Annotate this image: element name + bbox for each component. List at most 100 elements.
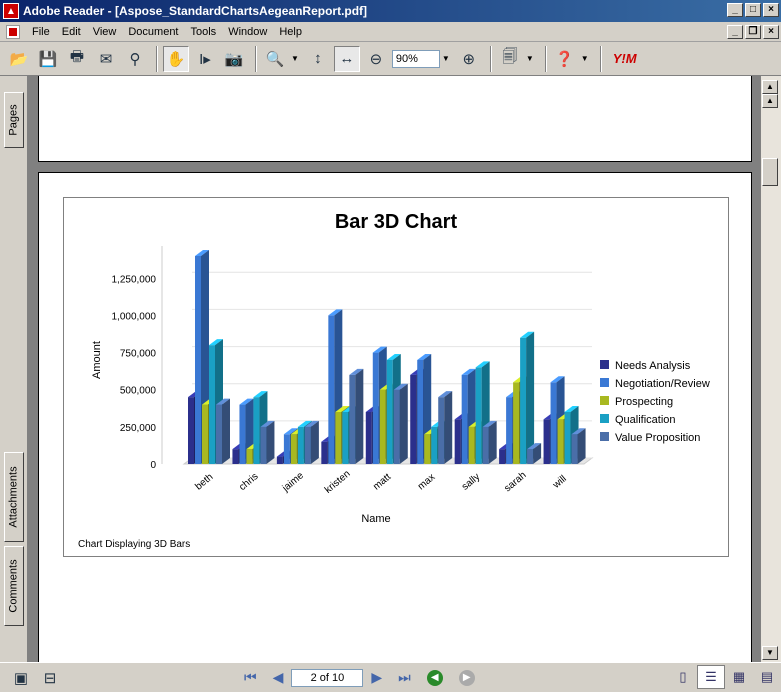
document-view[interactable]: Bar 3D Chart 0 250,000 500,000 750,000 1,000,… [28,76,761,662]
vertical-scrollbar[interactable]: ▲ ▲ ▼ [761,76,781,662]
save-icon[interactable]: 💾 [38,50,58,68]
page-number-input[interactable]: 2 of 10 [291,668,364,687]
next-page-icon[interactable]: ▶ [371,669,383,685]
bar-top [304,420,319,427]
single-page-layout-icon[interactable]: ▯ [679,669,687,684]
tab-comments[interactable]: Comments [4,546,24,626]
bar-top [417,354,432,360]
menu-document[interactable]: Document [128,25,179,38]
bar [499,449,506,464]
bar-side [488,420,497,464]
scroll-thumb[interactable] [762,158,778,186]
close-button[interactable]: × [763,3,779,17]
bar-top [475,361,490,368]
bar [513,382,520,464]
collapse-panel-icon[interactable]: ⊟ [43,669,57,687]
zoom-out-icon[interactable]: ⊖ [369,50,383,68]
open-folder-icon[interactable]: 📂 [9,50,29,68]
bar-top [527,443,542,450]
bar [342,412,349,464]
continuous-layout-icon[interactable]: ☰ [697,665,725,689]
full-screen-icon[interactable]: ▣ [13,669,29,687]
bar [283,434,290,464]
zoom-tool-dropdown-icon[interactable]: ▼ [291,54,299,63]
bar [239,404,246,464]
pdf-page-1 [38,76,752,162]
bar [304,426,311,464]
toolbar: 📂 💾 🖶 ✉ ⚲ ✋ I▸ 📷 🔍 ▼ ↕ ↔ ⊖ 90% ▼ ⊕ 🗐 ▼ ❓… [0,42,781,76]
bar-side [533,443,542,464]
first-page-icon[interactable]: ⏮ [244,669,257,685]
y-tick-label: 1,000,000 [112,311,157,322]
zoom-in-tool-icon[interactable]: 🔍 [265,50,285,68]
bar-top [393,383,408,390]
bar-top [349,368,364,375]
page-layout-dropdown-icon[interactable]: ▼ [525,54,534,63]
scroll-down-icon[interactable]: ▼ [762,646,778,660]
print-icon[interactable]: 🖶 [69,48,85,65]
fit-width-icon[interactable]: ↔ [333,45,360,72]
help-icon[interactable]: ❓ [555,50,575,68]
last-page-icon[interactable]: ⏭ [398,669,411,685]
x-axis-label: Name [361,513,390,525]
bar [379,389,386,464]
bar [557,419,564,464]
zoom-input[interactable]: 90% [391,49,440,68]
menu-edit[interactable]: Edit [61,25,81,38]
minimize-button[interactable]: _ [727,3,743,17]
hand-tool-icon[interactable]: ✋ [163,45,189,72]
yahoo-toolbar-icon[interactable]: Y!M [612,51,637,66]
tab-attachments[interactable]: Attachments [4,452,24,542]
title-bar: ▲ Adobe Reader - [Aspose_StandardChartsA… [0,0,781,22]
x-tick-label: kristen [323,468,353,495]
doc-minimize-button[interactable]: _ [727,25,743,39]
maximize-button[interactable]: □ [745,3,761,17]
bar-side [526,331,535,464]
bar-side [577,428,586,464]
zoom-in-icon[interactable]: ⊕ [462,50,476,68]
tab-pages[interactable]: Pages [4,92,24,148]
previous-view-icon[interactable]: ◀ [426,669,443,686]
bar [454,419,461,464]
menu-window[interactable]: Window [228,25,268,38]
bar [260,426,267,464]
scroll-top-icon[interactable]: ▲ [762,80,778,94]
chart-frame: Bar 3D Chart 0 250,000 500,000 750,000 1,000,… [63,197,729,557]
bar-top [564,406,579,412]
bar [365,412,372,464]
bar-top [283,428,298,435]
search-binoculars-icon[interactable]: ⚲ [129,50,141,68]
facing-layout-icon[interactable]: ▦ [732,669,746,684]
snapshot-camera-icon[interactable]: 📷 [224,50,244,68]
bar [468,426,475,464]
menu-file[interactable]: File [32,25,50,38]
x-tick-label: sarah [502,470,528,495]
bar-top [372,346,387,353]
bar [232,449,239,464]
menu-help[interactable]: Help [279,25,302,38]
page-layout-icon[interactable]: 🗐 [502,48,518,65]
bar-top [253,391,268,398]
menu-view[interactable]: View [92,25,117,38]
bar-top [216,398,230,405]
bar [386,360,393,464]
select-text-icon[interactable]: I▸ [199,50,211,68]
previous-page-icon[interactable]: ◀ [272,669,284,685]
continuous-facing-layout-icon[interactable]: ▤ [760,669,774,684]
legend-swatch [600,432,609,441]
zoom-dropdown-icon[interactable]: ▼ [441,54,450,63]
email-icon[interactable]: ✉ [99,50,113,68]
doc-restore-button[interactable]: ❐ [745,25,761,39]
bar [216,404,222,464]
bar [209,345,215,464]
bar [321,441,328,464]
doc-close-button[interactable]: × [763,25,779,39]
pdf-document-icon[interactable] [6,24,20,39]
bar-top [209,339,223,346]
bar [431,426,438,464]
actual-size-icon[interactable]: ↕ [314,50,322,67]
help-dropdown-icon[interactable]: ▼ [580,54,589,63]
next-view-icon[interactable]: ▶ [458,669,475,686]
scroll-up-icon[interactable]: ▲ [762,94,778,108]
menu-tools[interactable]: Tools [190,25,217,38]
